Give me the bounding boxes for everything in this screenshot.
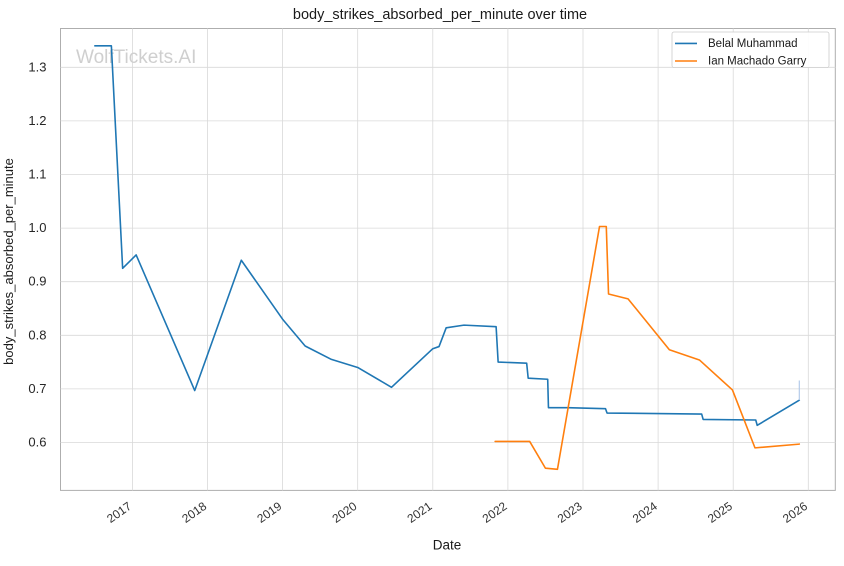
svg-text:1.3: 1.3 bbox=[28, 59, 46, 74]
svg-text:1.0: 1.0 bbox=[28, 220, 46, 235]
svg-text:0.6: 0.6 bbox=[28, 435, 46, 450]
svg-text:0.7: 0.7 bbox=[28, 381, 46, 396]
svg-text:0.8: 0.8 bbox=[28, 327, 46, 342]
svg-text:WolfTickets.AI: WolfTickets.AI bbox=[76, 47, 196, 68]
svg-text:body_strikes_absorbed_per_minu: body_strikes_absorbed_per_minute over ti… bbox=[293, 7, 587, 23]
svg-text:1.2: 1.2 bbox=[28, 113, 46, 128]
svg-text:Ian Machado Garry: Ian Machado Garry bbox=[708, 56, 807, 68]
svg-text:Date: Date bbox=[433, 538, 462, 553]
svg-text:1.1: 1.1 bbox=[28, 167, 46, 182]
svg-text:Belal Muhammad: Belal Muhammad bbox=[708, 38, 797, 50]
svg-text:0.9: 0.9 bbox=[28, 274, 46, 289]
svg-text:body_strikes_absorbed_per_minu: body_strikes_absorbed_per_minute bbox=[1, 158, 16, 365]
